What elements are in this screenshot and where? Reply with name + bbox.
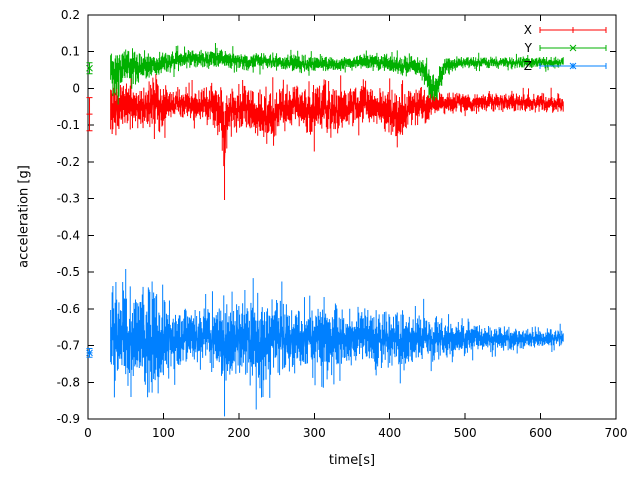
- svg-text:-0.7: -0.7: [57, 339, 80, 353]
- svg-text:0: 0: [84, 426, 92, 440]
- svg-text:-0.1: -0.1: [57, 118, 80, 132]
- svg-text:400: 400: [378, 426, 401, 440]
- svg-text:-0.6: -0.6: [57, 302, 80, 316]
- svg-text:300: 300: [303, 426, 326, 440]
- svg-text:500: 500: [454, 426, 477, 440]
- svg-text:600: 600: [529, 426, 552, 440]
- x-axis-label: time[s]: [328, 453, 376, 468]
- svg-text:Y: Y: [524, 41, 533, 55]
- svg-text:100: 100: [152, 426, 175, 440]
- svg-text:Z: Z: [524, 59, 532, 73]
- svg-text:-0.9: -0.9: [57, 412, 80, 426]
- svg-text:-0.3: -0.3: [57, 192, 80, 206]
- y-axis-label: acceleration [g]: [16, 165, 32, 268]
- svg-text:-0.2: -0.2: [57, 155, 80, 169]
- svg-text:0.1: 0.1: [61, 45, 80, 59]
- svg-text:X: X: [524, 23, 532, 37]
- svg-text:-0.4: -0.4: [57, 228, 80, 242]
- svg-text:0: 0: [72, 81, 80, 95]
- svg-text:-0.8: -0.8: [57, 375, 80, 389]
- svg-text:700: 700: [605, 426, 628, 440]
- svg-text:-0.5: -0.5: [57, 265, 80, 279]
- svg-text:0.2: 0.2: [61, 8, 80, 22]
- svg-text:200: 200: [227, 426, 250, 440]
